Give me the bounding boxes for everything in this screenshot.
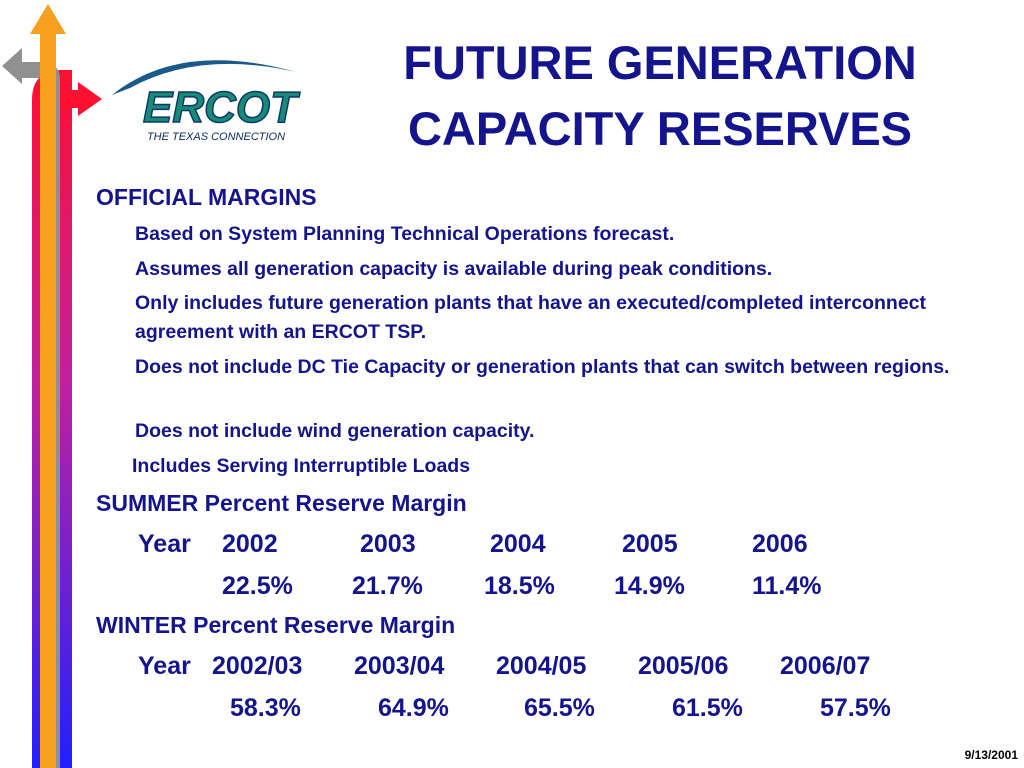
year: 2003 xyxy=(360,530,416,558)
year: 2002 xyxy=(222,530,278,558)
reserve-value: 11.4% xyxy=(752,572,822,600)
section-heading: SUMMER Percent Reserve Margin xyxy=(96,490,467,516)
bullet: Includes Serving Interruptible Loads xyxy=(132,455,471,477)
year: 2006/07 xyxy=(780,652,871,680)
bullet: Does not include wind generation capacit… xyxy=(135,420,535,442)
year: 2005 xyxy=(622,530,678,558)
reserve-value: 58.3% xyxy=(230,694,301,722)
orange-bar xyxy=(40,30,56,768)
reserve-value: 22.5% xyxy=(222,572,293,600)
year: 2005/06 xyxy=(638,652,729,680)
logo-swoosh xyxy=(112,60,296,95)
reserve-value: 18.5% xyxy=(484,572,555,600)
reserve-value: 57.5% xyxy=(820,694,891,722)
gray-arrow xyxy=(2,48,22,84)
orange-arrow xyxy=(30,4,66,34)
year-label: Year xyxy=(138,530,191,558)
year: 2003/04 xyxy=(354,652,445,680)
footer-date: 9/13/2001 xyxy=(964,748,1018,762)
reserve-value: 21.7% xyxy=(352,572,423,600)
reserve-value: 64.9% xyxy=(378,694,449,722)
section-heading: WINTER Percent Reserve Margin xyxy=(96,612,456,638)
reserve-value: 14.9% xyxy=(614,572,685,600)
year: 2004 xyxy=(490,530,546,558)
red-arrow xyxy=(78,82,102,116)
bullet: Based on System Planning Technical Opera… xyxy=(135,223,675,245)
logo-name: ERCOT xyxy=(143,83,300,132)
reserve-value: 61.5% xyxy=(672,694,743,722)
bullet: Only includes future generation plants t… xyxy=(135,292,926,343)
title-line: FUTURE GENERATION xyxy=(403,36,917,89)
logo-tagline: THE TEXAS CONNECTION xyxy=(147,131,285,143)
year: 2006 xyxy=(752,530,808,558)
title-line: CAPACITY RESERVES xyxy=(407,102,913,155)
bullet: Does not include DC Tie Capacity or gene… xyxy=(135,356,950,378)
bullet: Assumes all generation capacity is avail… xyxy=(135,258,773,280)
year: 2004/05 xyxy=(496,652,587,680)
section-heading: OFFICIAL MARGINS xyxy=(96,184,317,210)
red-bar xyxy=(60,90,80,108)
reserve-value: 65.5% xyxy=(524,694,595,722)
year: 2002/03 xyxy=(212,652,303,680)
year-label: Year xyxy=(138,652,191,680)
